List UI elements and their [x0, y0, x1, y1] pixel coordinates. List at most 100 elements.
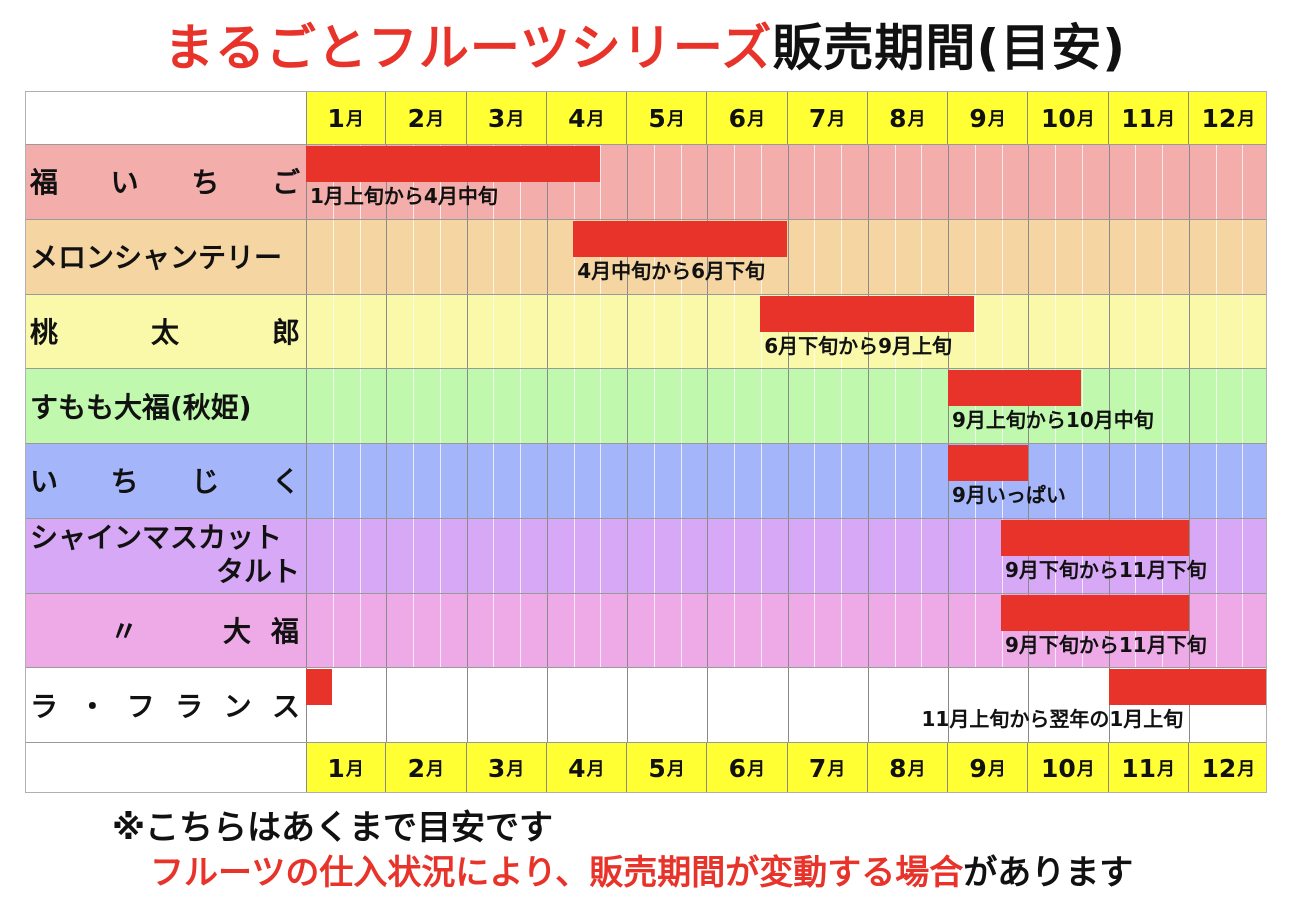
product-name: いちじく [30, 443, 300, 518]
product-name-char: 桃 [30, 315, 59, 349]
product-name-char: じ [191, 465, 220, 499]
product-name-line: シャインマスカット [30, 521, 283, 555]
title-sales-period: 販売期間(目安) [772, 19, 1127, 77]
product-name: メロンシャンテリー [30, 219, 300, 294]
row-divider [26, 368, 1266, 370]
month-unit: 月 [987, 759, 1006, 780]
month-number: 11 [1121, 103, 1157, 133]
month-number: 1 [327, 103, 345, 133]
row-band [26, 144, 1266, 219]
product-name-char: ち [110, 465, 139, 499]
product-name: 福いちご [30, 144, 300, 219]
period-bar [948, 445, 1029, 481]
product-name-two-line: シャインマスカット タルト [30, 521, 300, 589]
month-number: 3 [487, 753, 506, 783]
period-bar [1000, 519, 1189, 556]
month-number: 2 [407, 103, 426, 133]
product-name-char: 福 [271, 614, 300, 648]
product-name-char: い [110, 166, 139, 200]
product-name-char: 太 [150, 315, 179, 349]
period-bar [948, 370, 1082, 407]
month-unit: 月 [345, 109, 364, 130]
month-number: 2 [407, 753, 426, 783]
product-name-char: ち [191, 166, 220, 200]
month-footer-cell: 12 月 [1188, 742, 1266, 792]
period-bar [306, 669, 333, 706]
row-divider [26, 667, 1266, 669]
month-number: 5 [648, 103, 666, 133]
product-name-char: ラ [175, 689, 204, 723]
product-name: シャインマスカット タルト [30, 518, 300, 593]
period-caption: 1月上旬から4月中旬 [310, 184, 498, 208]
month-number: 7 [808, 753, 827, 783]
product-name: ラ・フランス [30, 667, 300, 742]
row-divider [26, 293, 1266, 295]
row-divider [26, 443, 1266, 444]
product-name-char: ン [223, 689, 252, 723]
period-bar [306, 146, 600, 182]
month-header-cell: 10 月 [1028, 92, 1109, 144]
month-number: 1 [327, 753, 345, 783]
row-band [26, 443, 1266, 518]
month-number: 12 [1201, 103, 1237, 133]
product-name-text: すもも大福(秋姫) [30, 390, 252, 424]
period-caption: 6月下旬から9月上旬 [764, 333, 953, 358]
note-variation: フルーツの仕入状況により、販売期間が変動する場合があります [150, 850, 1133, 896]
month-unit: 月 [907, 759, 926, 780]
product-name-char: く [271, 465, 300, 499]
month-unit: 月 [827, 109, 846, 130]
product-name-char: 郎 [271, 315, 300, 349]
product-name: 桃太郎 [30, 294, 300, 369]
month-unit: 月 [1157, 109, 1176, 130]
month-unit: 月 [586, 759, 605, 780]
label-column-divider [306, 92, 307, 792]
month-unit: 月 [506, 759, 525, 780]
row-divider [26, 742, 1266, 743]
month-number: 7 [808, 103, 827, 133]
month-footer-cell: 10 月 [1028, 742, 1109, 792]
sales-period-table: 1 月 2 月 3 月 4 月 5 月 6 月 7 月 8 月 9 月 10 月 11 月 12 月 1 月 2 月 3 月 4 月 5 月 6 月 7… [25, 91, 1267, 793]
month-unit: 月 [426, 759, 445, 780]
month-number: 12 [1201, 753, 1237, 783]
month-number: 10 [1040, 753, 1076, 783]
row-divider [26, 144, 1266, 145]
period-bar [1000, 594, 1189, 631]
period-caption: 9月上旬から10月中旬 [952, 408, 1154, 433]
month-unit: 月 [586, 109, 605, 130]
month-unit: 月 [506, 109, 525, 130]
month-unit: 月 [666, 759, 685, 780]
row-divider [26, 517, 1266, 519]
row-band [26, 293, 1266, 369]
product-name-char: ス [271, 689, 300, 723]
product-name-text: メロンシャンテリー [30, 241, 283, 275]
title-series-name: まるごとフルーツシリーズ [163, 19, 773, 77]
month-footer-cell: 11 月 [1108, 742, 1189, 792]
row-divider [26, 592, 1266, 594]
month-number: 8 [889, 103, 907, 133]
month-number: 4 [568, 103, 586, 133]
period-caption: 9月下旬から11月下旬 [1004, 557, 1207, 582]
month-unit: 月 [747, 109, 766, 130]
period-caption: 4月中旬から6月下旬 [577, 258, 766, 283]
month-number: 3 [487, 103, 506, 133]
month-unit: 月 [827, 759, 846, 780]
product-name-char: ラ [30, 689, 59, 723]
month-unit: 月 [1076, 109, 1095, 130]
month-number: 9 [969, 753, 987, 783]
note-variation-black: があります [963, 853, 1134, 893]
month-number: 10 [1040, 103, 1076, 133]
product-name-line: タルト [215, 555, 300, 589]
month-unit: 月 [1237, 759, 1256, 780]
